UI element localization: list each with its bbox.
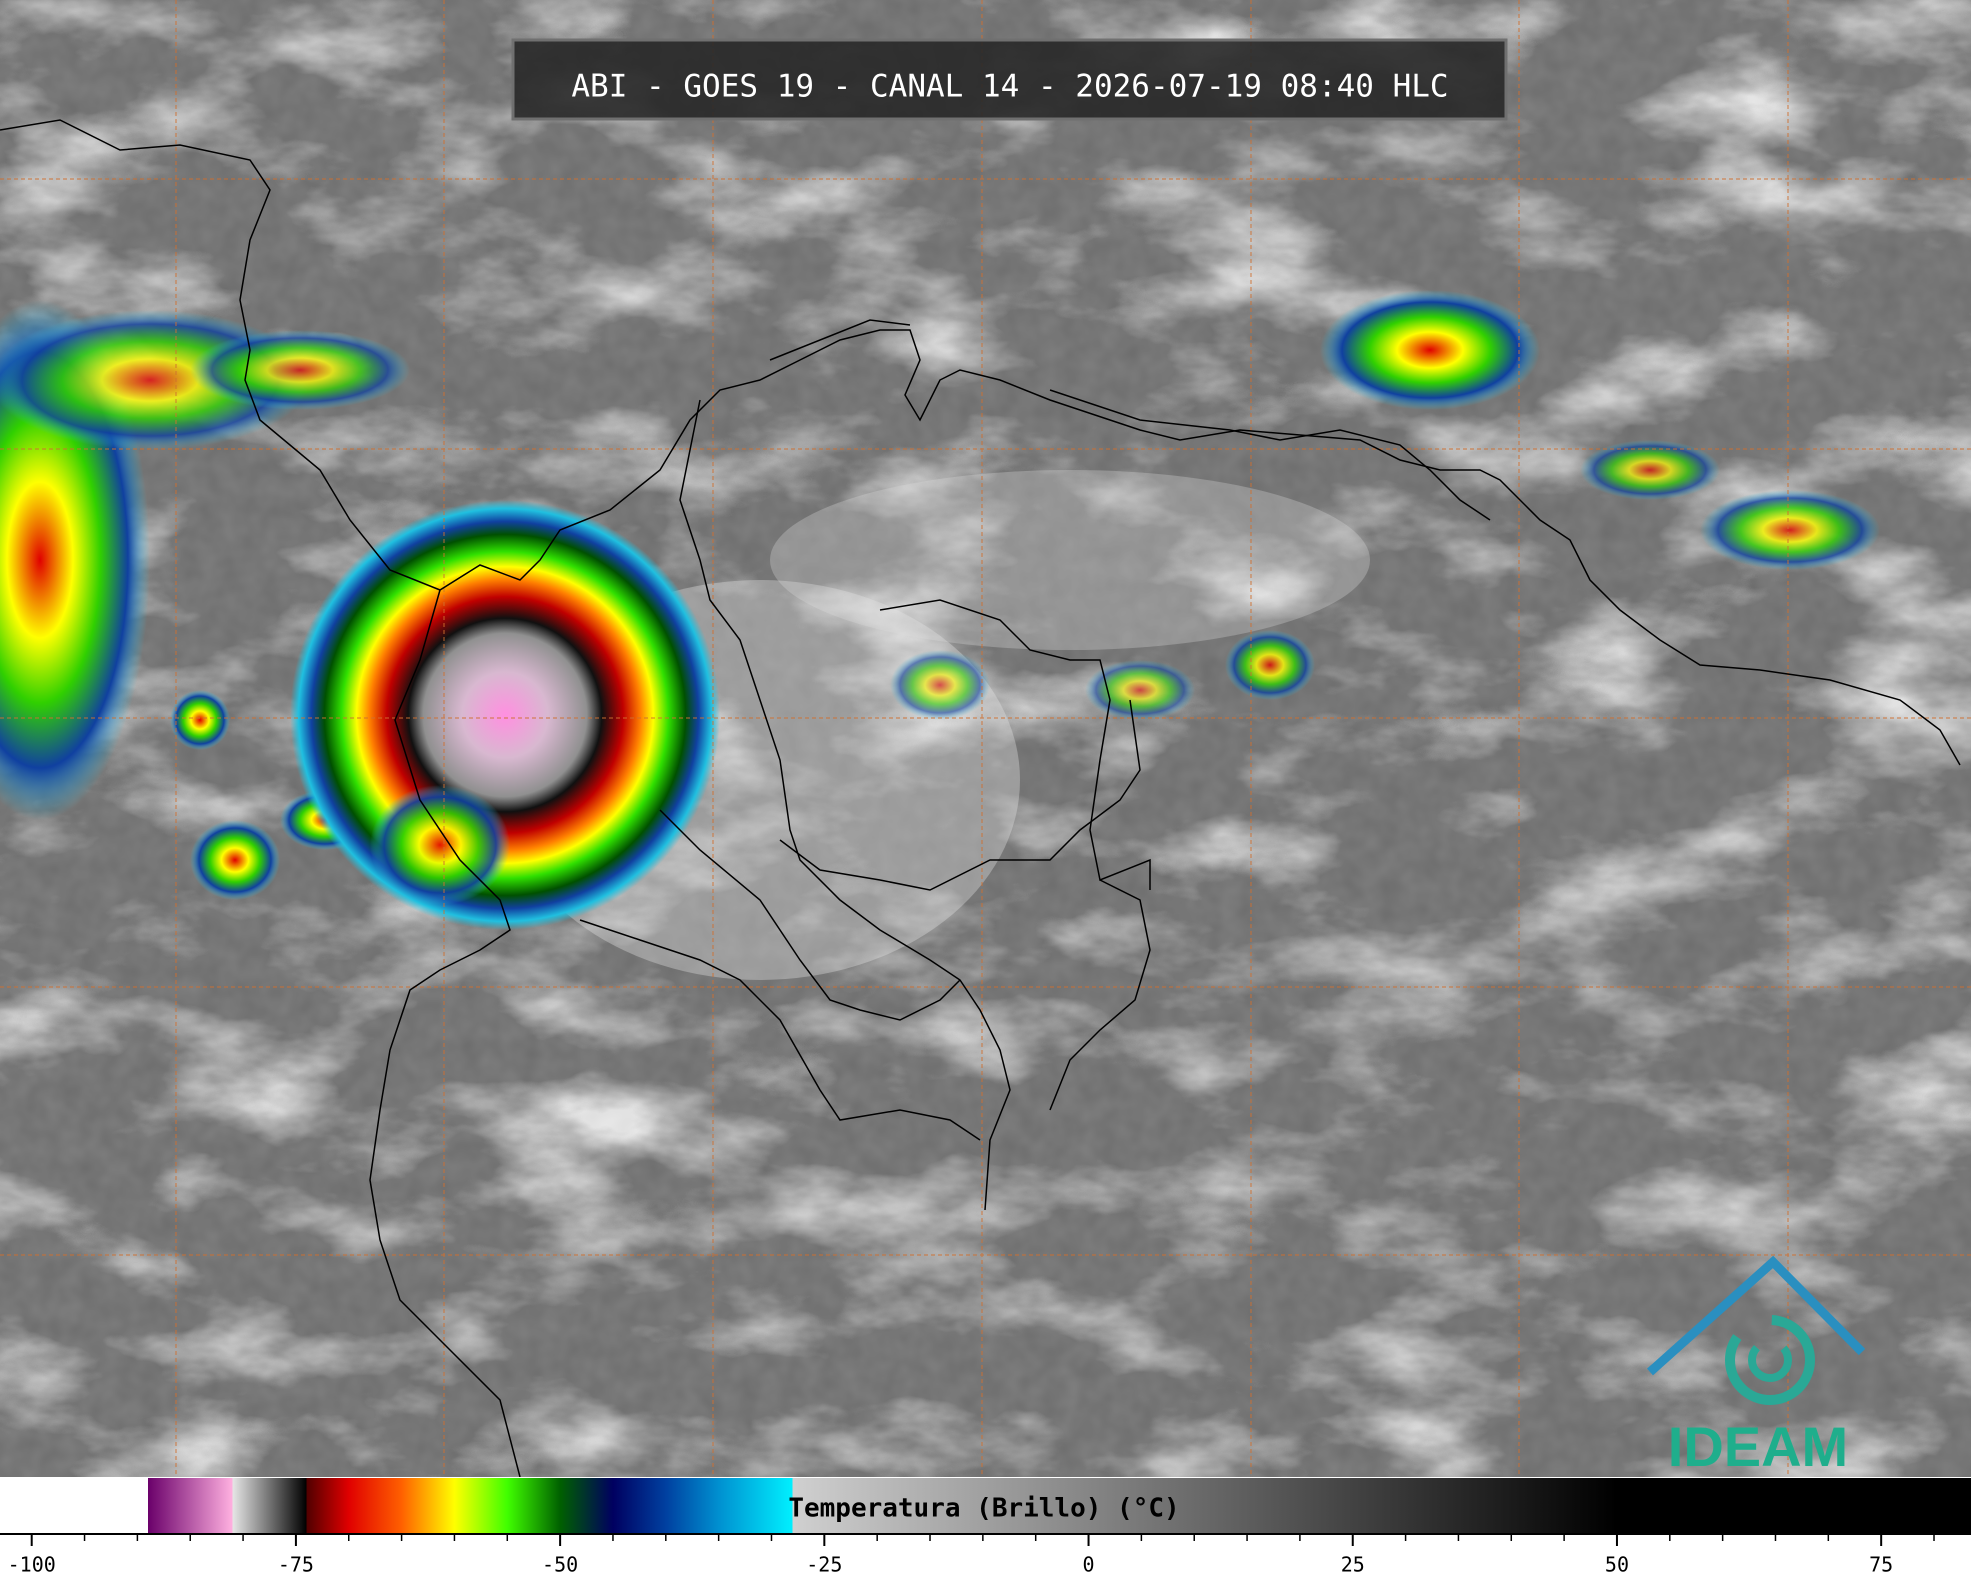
imagery (0, 0, 1971, 1477)
colorbar-label: Temperatura (Brillo) (°C) (788, 1494, 1179, 1524)
tick-label: -25 (806, 1553, 842, 1577)
tick-label: -75 (278, 1553, 314, 1577)
title-box: ABI - GOES 19 - CANAL 14 - 2026-07-19 08… (511, 38, 1508, 121)
borders (0, 119, 1961, 1478)
tick-label: -50 (542, 1553, 578, 1577)
tick-label: -100 (8, 1553, 56, 1577)
tick-label: 50 (1605, 1553, 1629, 1577)
tick-label: 0 (1083, 1553, 1095, 1577)
colorbar-bar (0, 1478, 1971, 1534)
tick-label: 25 (1341, 1553, 1365, 1577)
graticule (0, 0, 1971, 1477)
tick-label: 75 (1869, 1553, 1893, 1577)
title: ABI - GOES 19 - CANAL 14 - 2026-07-19 08… (571, 69, 1448, 105)
logo-text: IDEAM (1668, 1415, 1848, 1478)
colorbar: Temperatura (Brillo) (°C) -100 -75 -50 -25 0… (0, 1477, 1971, 1577)
logo: IDEAM (1647, 1255, 1866, 1478)
